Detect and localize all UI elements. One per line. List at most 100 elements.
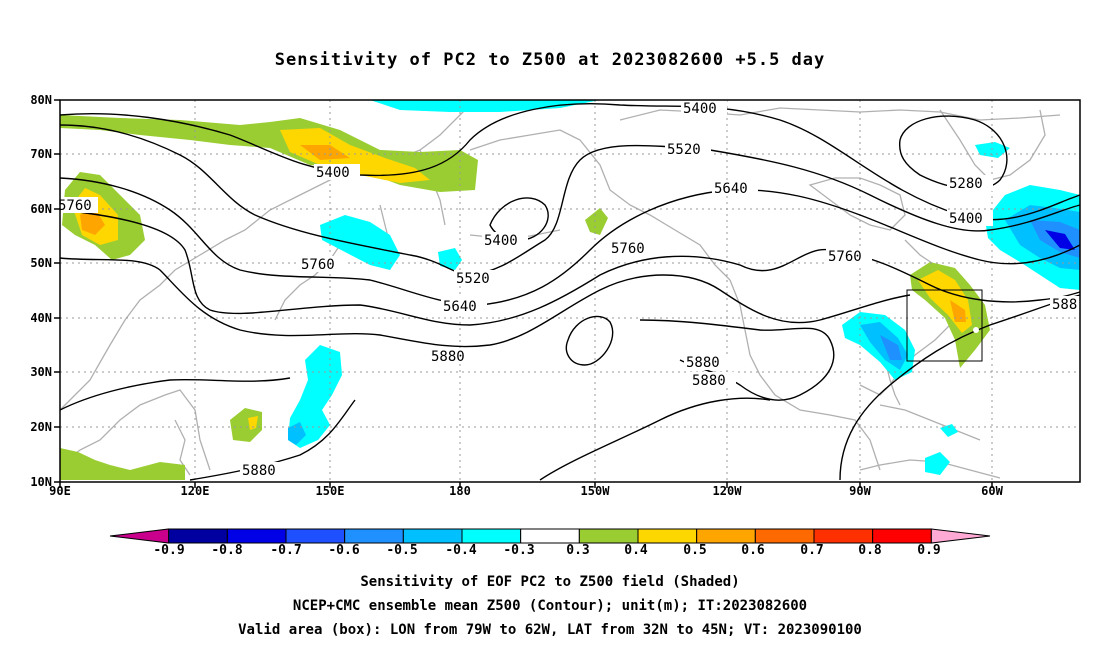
colorbar-swatch	[402, 528, 463, 544]
contour-5880-sw	[539, 397, 771, 481]
lon-label: 60W	[981, 484, 1003, 498]
colorbar-swatch	[930, 528, 991, 544]
coastline-se-asia	[59, 389, 211, 471]
contour-label: 5640	[443, 299, 477, 315]
colorbar-label: -0.3	[503, 543, 535, 558]
lon-label: 90W	[849, 484, 871, 498]
contour-5880-west	[59, 377, 291, 411]
lon-label: 150E	[315, 484, 345, 498]
contour-label: 5640	[714, 181, 748, 197]
contour-label: 5280	[949, 176, 983, 192]
contour-5760-b	[59, 257, 911, 348]
shade-positive-small-2	[585, 208, 608, 235]
colorbar-label: 0.8	[858, 543, 882, 558]
lat-label: 10N	[30, 475, 52, 489]
lat-label: 50N	[30, 256, 52, 270]
colorbar-label: -0.9	[153, 543, 185, 558]
shade-positive-small-1	[230, 408, 262, 442]
lon-label: 120W	[712, 484, 742, 498]
contour-label: 5880	[242, 463, 276, 479]
colorbar-label: 0.5	[683, 543, 707, 558]
colorbar-label: 0.6	[741, 543, 765, 558]
contour-label: 5400	[683, 101, 717, 117]
sensitivity-shading	[60, 100, 1080, 480]
contour-5880-east	[639, 319, 835, 401]
contour-label: 5760	[828, 249, 862, 265]
shade-negative-2	[438, 248, 462, 270]
colorbar-label: 0.4	[624, 543, 648, 558]
shade-negative-8	[925, 452, 950, 475]
shade-negative-9	[940, 424, 958, 437]
coastlines	[59, 104, 1061, 479]
coastline-alaska	[469, 129, 731, 281]
contour-5280	[898, 115, 1008, 190]
shade-positive-arctic-peak	[300, 145, 350, 160]
colorbar-swatch	[226, 528, 287, 544]
colorbar-swatch	[520, 528, 580, 544]
contour-5640	[59, 177, 1081, 306]
footer-line-1: Sensitivity of EOF PC2 to Z500 field (Sh…	[360, 574, 740, 590]
valid-area-box	[906, 289, 983, 362]
contour-label: 5400	[949, 211, 983, 227]
colorbar-label: -0.6	[328, 543, 360, 558]
shade-positive-east-peak	[950, 300, 966, 322]
contour-5880-loop	[565, 315, 614, 366]
shade-positive-arctic-core	[280, 128, 430, 183]
shade-negative-3-core	[288, 422, 306, 445]
colorbar	[109, 528, 991, 544]
shade-negative-1	[320, 215, 400, 270]
colorbar-swatch	[813, 528, 874, 544]
coastline-hudson-bay	[808, 177, 906, 231]
shade-negative-6-max	[1045, 230, 1075, 250]
lon-label: 90E	[49, 484, 71, 498]
contour-label: 5400	[316, 165, 350, 181]
contour-label: 5880	[686, 355, 720, 371]
grid	[60, 100, 1080, 482]
shade-negative-5-peak	[880, 335, 902, 360]
valid-area-marker	[973, 327, 979, 333]
coastline-greenland	[939, 109, 1046, 181]
contour-label: 588	[1052, 297, 1077, 313]
z500-contours	[59, 103, 1081, 481]
colorbar-swatch	[109, 528, 170, 544]
contour-label: 5400	[484, 233, 518, 249]
contour-5880-south	[189, 399, 356, 481]
lat-label: 20N	[30, 420, 52, 434]
contour-588-east	[839, 294, 1081, 481]
coastline-caribbean	[879, 404, 981, 441]
colorbar-swatch	[578, 528, 639, 544]
colorbar-label: 0.3	[566, 543, 590, 558]
contour-labels: 5400 5400 5400 5400 5520 5520 5640 5640 …	[58, 100, 1080, 479]
colorbar-label: 0.9	[917, 543, 941, 558]
colorbar-swatch	[285, 528, 346, 544]
contour-label: 5880	[692, 373, 726, 389]
lat-label: 40N	[30, 311, 52, 325]
shade-positive-small-1-core	[248, 416, 258, 430]
contour-label: 5520	[456, 271, 490, 287]
contour-label: 5760	[611, 241, 645, 257]
shade-positive-sw	[60, 448, 185, 480]
colorbar-swatch	[872, 528, 932, 544]
colorbar-label: -0.5	[386, 543, 418, 558]
colorbar-swatch	[637, 528, 698, 544]
map-frame	[59, 99, 1081, 483]
contour-label: 5760	[58, 198, 92, 214]
lon-label: 150W	[580, 484, 610, 498]
lat-label: 60N	[30, 202, 52, 216]
lat-label: 70N	[30, 147, 52, 161]
contour-label: 5880	[431, 349, 465, 365]
colorbar-label: 0.7	[800, 543, 824, 558]
shade-negative-3	[288, 345, 342, 448]
lon-label: 180	[449, 484, 471, 498]
colorbar-swatch	[696, 528, 756, 544]
colorbar-swatch	[461, 528, 522, 544]
contour-5760-a	[59, 209, 1081, 326]
footer-line-2: NCEP+CMC ensemble mean Z500 (Contour); u…	[292, 598, 808, 614]
contour-label: 5520	[667, 142, 701, 158]
tick-marks	[54, 99, 993, 488]
lat-label: 80N	[30, 93, 52, 107]
footer-line-3: Valid area (box): LON from 79W to 62W, L…	[238, 622, 862, 638]
coastline-asia	[59, 104, 471, 411]
contour-5400-north	[59, 103, 1081, 221]
